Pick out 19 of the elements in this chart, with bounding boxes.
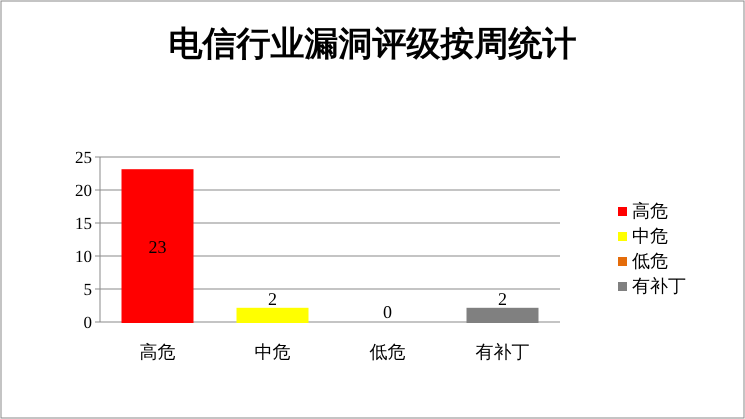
x-tick-label: 低危 bbox=[370, 342, 406, 362]
y-tick-label: 0 bbox=[84, 313, 92, 332]
y-tick-label: 10 bbox=[75, 247, 92, 266]
legend-label: 有补丁 bbox=[632, 276, 686, 296]
y-tick-label: 25 bbox=[75, 148, 92, 167]
chart-title: 电信行业漏洞评级按周统计 bbox=[168, 25, 576, 63]
legend-label: 低危 bbox=[632, 251, 668, 271]
legend-label: 高危 bbox=[632, 201, 668, 221]
y-tick-label: 15 bbox=[75, 214, 92, 233]
data-label: 23 bbox=[148, 237, 166, 258]
x-tick-label: 中危 bbox=[254, 342, 290, 362]
data-label: 0 bbox=[383, 302, 392, 322]
x-tick-label: 高危 bbox=[140, 342, 176, 362]
data-label: 2 bbox=[268, 288, 277, 309]
y-tick-label: 20 bbox=[75, 181, 92, 200]
data-label: 2 bbox=[498, 288, 507, 309]
legend-label: 中危 bbox=[632, 226, 668, 246]
x-tick-label: 有补丁 bbox=[476, 342, 530, 362]
y-tick-label: 5 bbox=[84, 280, 92, 299]
